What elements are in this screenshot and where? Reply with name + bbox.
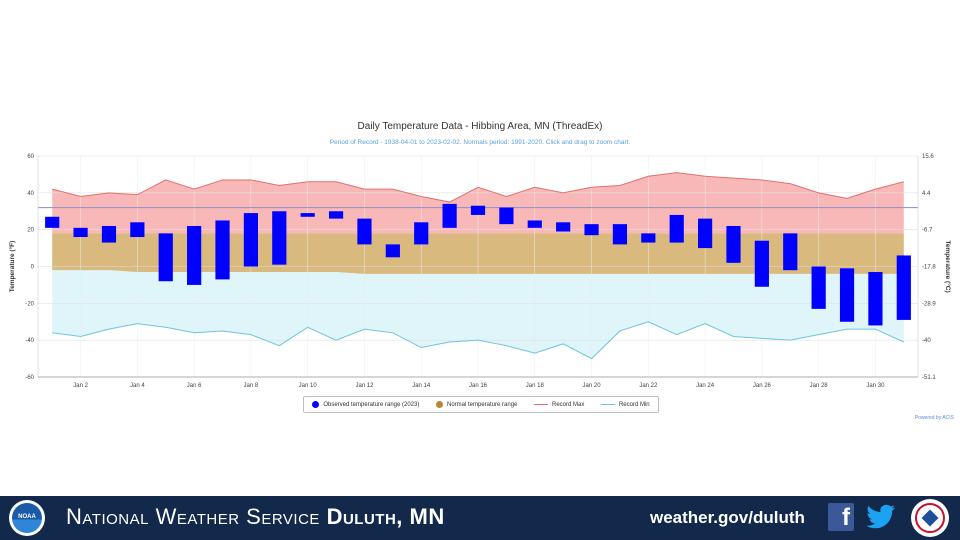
observed-bar[interactable] <box>470 205 486 215</box>
observed-bar[interactable] <box>300 213 315 217</box>
observed-bar[interactable] <box>896 255 911 320</box>
legend-item-record-min[interactable]: Record Min <box>600 401 650 408</box>
legend-label-normal: Normal temperature range <box>447 401 518 408</box>
noaa-logo-text: NOAA <box>18 514 36 520</box>
y-tick-label-right: -6.7 <box>922 228 933 234</box>
observed-bar[interactable] <box>868 272 883 326</box>
x-tick-label: Jan 2 <box>73 383 88 389</box>
observed-bar[interactable] <box>556 222 571 232</box>
noaa-logo-icon: NOAA <box>9 500 45 536</box>
y-tick-label-right: 4.4 <box>922 191 931 197</box>
y-tick-label-left: 40 <box>27 191 34 197</box>
facebook-icon[interactable]: f <box>828 503 854 531</box>
x-tick-label: Jan 30 <box>866 383 885 389</box>
x-tick-label: Jan 14 <box>412 383 431 389</box>
observed-bar[interactable] <box>130 222 145 238</box>
observed-bar[interactable] <box>584 224 599 236</box>
y-tick-label-left: -60 <box>25 375 34 381</box>
office-title-location: Duluth, MN <box>326 504 445 529</box>
x-tick-label: Jan 12 <box>355 383 374 389</box>
x-tick-label: Jan 26 <box>753 383 772 389</box>
legend-swatch-normal <box>436 401 443 408</box>
observed-bar[interactable] <box>272 211 287 265</box>
y-tick-label-left: -20 <box>25 301 34 307</box>
observed-bar[interactable] <box>499 207 514 225</box>
y-axis-title-left: Temperature (°F) <box>8 241 16 293</box>
observed-bar[interactable] <box>158 233 173 282</box>
x-tick-label: Jan 22 <box>639 383 658 389</box>
x-tick-label: Jan 6 <box>187 383 202 389</box>
y-tick-label-right: -40 <box>922 338 931 344</box>
observed-bar[interactable] <box>45 216 60 228</box>
legend-label-record-min: Record Min <box>618 401 650 408</box>
legend-label-observed: Observed temperature range (2023) <box>323 401 420 408</box>
chart-area[interactable]: 60 40 20 0 -20 -40 -60 15.6 4.4 -6.7 -17.8 -28.9 -40… <box>0 110 960 430</box>
observed-bar[interactable] <box>243 213 258 267</box>
office-title: National Weather Service Duluth, MN <box>66 504 445 530</box>
chart-title: Daily Temperature Data - Hibbing Area, M… <box>357 121 603 132</box>
y-tick-label-left: -40 <box>25 338 34 344</box>
observed-bar[interactable] <box>101 225 117 243</box>
x-tick-label: Jan 4 <box>130 383 145 389</box>
legend-swatch-record-max <box>534 403 548 406</box>
observed-bar[interactable] <box>357 218 372 245</box>
record-min-line[interactable] <box>52 321 905 360</box>
footer-banner: NOAA National Weather Service Duluth, MN… <box>0 496 960 540</box>
observed-bar[interactable] <box>73 227 88 238</box>
website-link[interactable]: weather.gov/duluth <box>650 508 805 527</box>
x-tick-label: Jan 28 <box>810 383 829 389</box>
observed-bar[interactable] <box>839 268 855 322</box>
twitter-icon[interactable] <box>865 502 897 532</box>
observed-bar[interactable] <box>414 222 429 245</box>
observed-bar[interactable] <box>783 233 798 271</box>
y-tick-label-left: 20 <box>27 228 34 234</box>
observed-bar[interactable] <box>698 218 713 249</box>
y-tick-label-right: -51.1 <box>922 375 936 381</box>
record-max-line[interactable] <box>52 172 904 203</box>
x-tick-label: Jan 10 <box>299 383 318 389</box>
legend-swatch-observed <box>312 401 320 408</box>
y-tick-label-left: 0 <box>31 265 35 271</box>
chart-subtitle: Period of Record - 1938-04-01 to 2023-02… <box>329 139 631 146</box>
y-tick-label-right: -28.9 <box>922 301 936 307</box>
observed-bar[interactable] <box>442 203 457 228</box>
observed-bar[interactable] <box>527 220 542 228</box>
observed-bar[interactable] <box>215 220 230 280</box>
observed-bar[interactable] <box>385 244 400 258</box>
legend-label-record-max: Record Max <box>552 401 585 408</box>
observed-bar[interactable] <box>612 224 628 245</box>
y-tick-label-right: -17.8 <box>922 265 936 271</box>
office-title-org: National Weather Service <box>66 504 320 529</box>
y-tick-label-right: 15.6 <box>922 154 934 160</box>
legend-item-normal[interactable]: Normal temperature range <box>436 401 517 408</box>
observed-bar[interactable] <box>187 225 202 285</box>
temperature-chart[interactable]: 60 40 20 0 -20 -40 -60 15.6 4.4 -6.7 -17.8 -28.9 -40… <box>0 110 960 430</box>
observed-bar[interactable] <box>328 211 344 219</box>
legend-item-observed[interactable]: Observed temperature range (2023) <box>312 401 419 408</box>
legend-item-record-max[interactable]: Record Max <box>534 402 584 408</box>
y-axis-title-right: Temperature (°C) <box>944 240 952 292</box>
observed-bar[interactable] <box>726 225 741 263</box>
chart-legend: Observed temperature range (2023) Normal… <box>303 396 659 413</box>
observed-bar[interactable] <box>754 240 769 287</box>
observed-bar[interactable] <box>669 214 684 243</box>
nws-logo-icon <box>911 499 949 537</box>
x-tick-label: Jan 8 <box>244 383 259 389</box>
x-tick-label: Jan 16 <box>469 383 488 389</box>
x-tick-label: Jan 20 <box>583 383 602 389</box>
observed-bar[interactable] <box>641 233 656 243</box>
x-tick-label: Jan 18 <box>526 383 545 389</box>
powered-by-credit[interactable]: Powered by ACIS <box>914 415 954 421</box>
legend-swatch-record-min <box>600 403 615 406</box>
observed-bar[interactable] <box>811 266 826 309</box>
x-tick-label: Jan 24 <box>696 383 715 389</box>
y-tick-label-left: 60 <box>27 154 34 160</box>
